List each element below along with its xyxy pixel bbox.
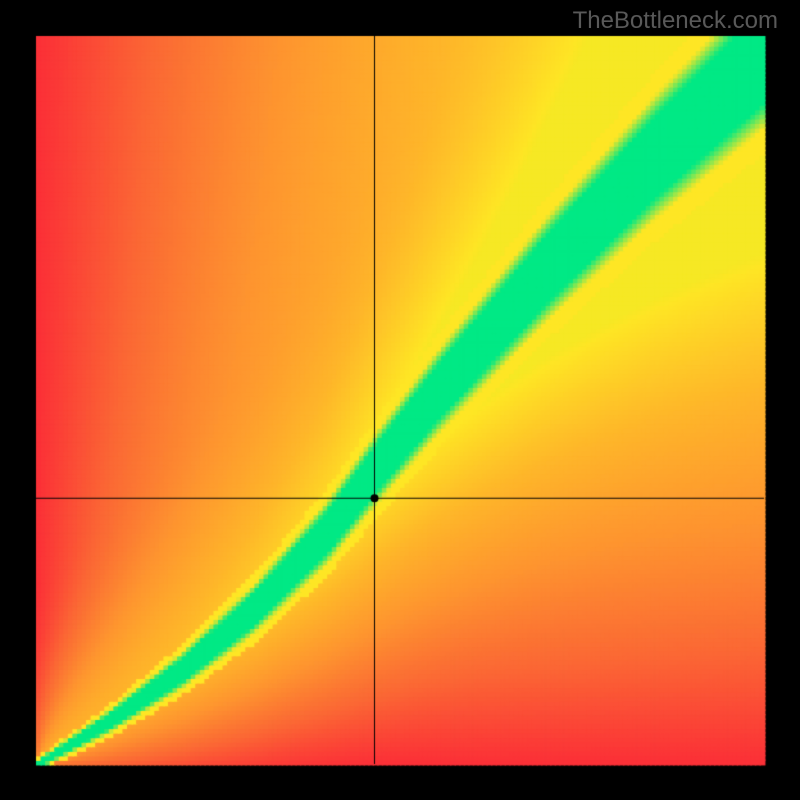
bottleneck-heatmap	[0, 0, 800, 800]
watermark-text: TheBottleneck.com	[573, 7, 778, 35]
